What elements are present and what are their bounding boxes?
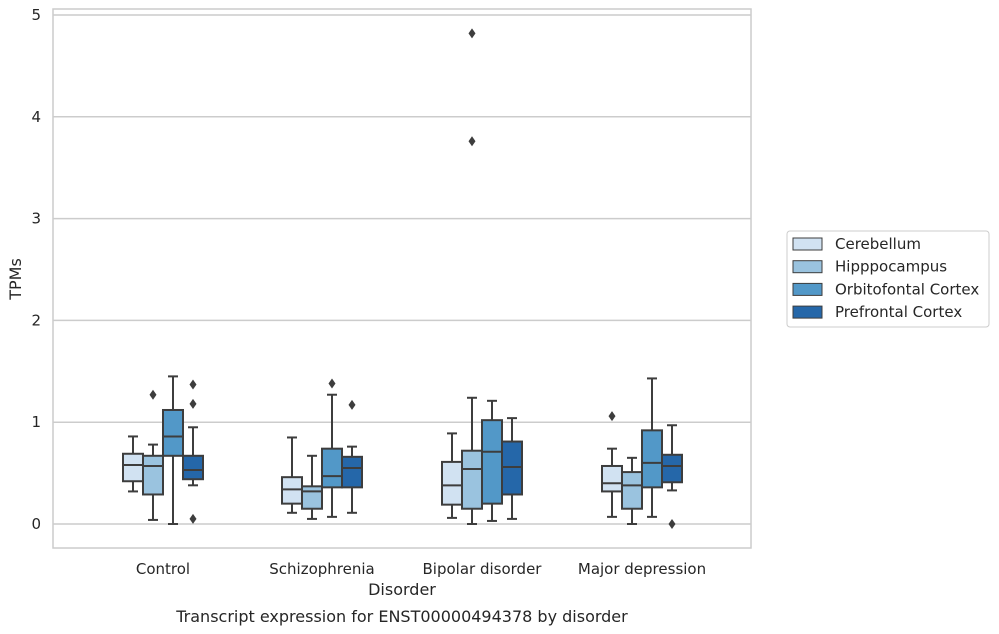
y-tick-label: 4	[31, 108, 41, 126]
box-hipppocampus	[621, 456, 643, 525]
iqr-box	[621, 471, 643, 510]
outlier-point	[149, 389, 157, 400]
box-hipppocampus	[301, 454, 323, 520]
y-axis-label: TPMs	[6, 258, 25, 301]
box-prefrontal-cortex	[341, 399, 363, 514]
iqr-box	[341, 455, 363, 489]
y-tick-label: 3	[31, 210, 41, 228]
y-tick-label: 5	[31, 6, 41, 24]
legend-label: Cerebellum	[835, 235, 921, 253]
y-tick-label: 1	[31, 413, 41, 431]
box-orbitofontal-cortex	[481, 399, 503, 522]
outlier-point	[668, 519, 676, 529]
y-axis-ticks: 0 1 2 3 4 5	[31, 6, 41, 533]
chart-caption: Transcript expression for ENST0000049437…	[175, 607, 628, 626]
iqr-box	[301, 485, 323, 510]
box-hipppocampus	[142, 389, 164, 521]
iqr-box	[142, 454, 164, 496]
box-cerebellum	[122, 435, 144, 493]
box-orbitofontal-cortex	[321, 378, 343, 518]
legend-swatch	[792, 237, 823, 251]
legend: Cerebellum Hipppocampus Orbitofontal Corte…	[786, 230, 990, 328]
outlier-point	[348, 399, 356, 410]
legend-swatch	[792, 282, 823, 296]
iqr-box	[441, 460, 463, 506]
iqr-box	[162, 408, 184, 457]
legend-frame	[786, 230, 990, 328]
outlier-point	[189, 513, 197, 524]
x-axis-label: Disorder	[368, 580, 436, 599]
legend-label: Hipppocampus	[835, 258, 947, 276]
x-tick-label: Control	[136, 560, 190, 578]
outlier-point	[328, 378, 336, 389]
x-tick-label: Major depression	[578, 560, 706, 578]
iqr-box	[281, 476, 303, 505]
y-tick-label: 2	[31, 311, 41, 329]
x-tick-label: Bipolar disorder	[423, 560, 543, 578]
box-groups	[122, 28, 683, 529]
legend-label: Orbitofontal Cortex	[835, 280, 979, 298]
iqr-box	[182, 454, 204, 481]
iqr-box	[501, 440, 523, 496]
outlier-point	[189, 379, 197, 390]
box-prefrontal-cortex	[182, 379, 204, 524]
iqr-box	[481, 419, 503, 505]
iqr-box	[461, 449, 483, 510]
legend-swatch	[792, 260, 823, 274]
x-tick-label: Schizophrenia	[269, 560, 374, 578]
plot-area-frame	[52, 8, 752, 549]
legend-swatch	[792, 305, 823, 319]
outlier-point	[189, 398, 197, 409]
x-axis-ticks: Control Schizophrenia Bipolar disorder Majo…	[136, 560, 706, 578]
iqr-box	[661, 453, 683, 484]
box-cerebellum	[601, 411, 623, 518]
outlier-point	[468, 136, 476, 147]
box-cerebellum	[281, 436, 303, 514]
iqr-box	[122, 452, 144, 483]
box-orbitofontal-cortex	[641, 377, 663, 518]
box-prefrontal-cortex	[501, 417, 523, 520]
box-orbitofontal-cortex	[162, 375, 184, 525]
iqr-box	[641, 429, 663, 489]
box-hipppocampus	[461, 28, 483, 525]
y-tick-label: 0	[31, 515, 41, 533]
iqr-box	[601, 464, 623, 493]
box-prefrontal-cortex	[661, 424, 683, 529]
iqr-box	[321, 447, 343, 489]
box-cerebellum	[441, 432, 463, 519]
outlier-point	[468, 28, 476, 39]
legend-label: Prefrontal Cortex	[835, 303, 962, 321]
outlier-point	[608, 411, 616, 422]
